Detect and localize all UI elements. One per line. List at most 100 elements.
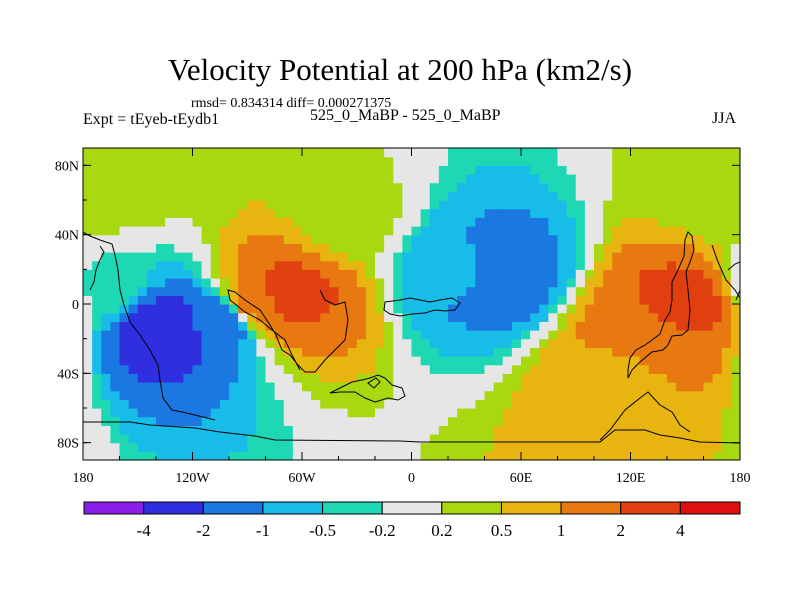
- contour-cell: [384, 252, 394, 262]
- contour-cell: [247, 226, 257, 236]
- contour-cell: [594, 399, 604, 409]
- contour-cell: [484, 200, 495, 210]
- contour-cell: [247, 165, 257, 175]
- contour-cell: [247, 304, 257, 314]
- contour-cell: [475, 182, 486, 192]
- contour-cell: [639, 451, 650, 460]
- contour-cell: [420, 416, 431, 426]
- contour-cell: [621, 234, 632, 244]
- contour-cell: [466, 364, 476, 374]
- contour-cell: [101, 156, 111, 166]
- contour-cell: [156, 148, 166, 158]
- contour-cell: [302, 321, 312, 331]
- contour-cell: [630, 399, 641, 409]
- contour-cell: [484, 148, 495, 158]
- contour-cell: [466, 191, 476, 201]
- contour-cell: [83, 364, 93, 374]
- contour-cell: [265, 295, 276, 305]
- contour-cell: [521, 347, 531, 357]
- contour-cell: [557, 304, 568, 314]
- contour-cell: [457, 156, 467, 166]
- contour-cell: [657, 434, 668, 444]
- contour-cell: [475, 373, 486, 383]
- contour-cell: [229, 260, 239, 270]
- contour-cell: [475, 356, 486, 366]
- contour-cell: [575, 226, 586, 236]
- contour-cell: [548, 347, 559, 357]
- contour-cell: [119, 191, 130, 201]
- contour-cell: [648, 416, 659, 426]
- contour-cell: [411, 191, 422, 201]
- colorbar-swatch: [620, 501, 681, 515]
- contour-cell: [229, 434, 239, 444]
- contour-cell: [648, 217, 659, 227]
- contour-cell: [530, 286, 540, 296]
- contour-cell: [402, 408, 413, 418]
- contour-cell: [165, 442, 175, 452]
- contour-cell: [292, 434, 303, 444]
- contour-cell: [630, 191, 641, 201]
- contour-cell: [630, 148, 641, 158]
- contour-cell: [156, 425, 166, 435]
- colorbar-label: -4: [137, 521, 152, 540]
- contour-cell: [101, 425, 111, 435]
- contour-cell: [676, 451, 686, 460]
- contour-cell: [621, 260, 632, 270]
- contour-cell: [238, 451, 248, 460]
- contour-cell: [575, 312, 586, 322]
- contour-cell: [238, 364, 248, 374]
- contour-cell: [429, 200, 440, 210]
- contour-cell: [721, 347, 732, 357]
- contour-cell: [721, 408, 732, 418]
- contour-cell: [457, 295, 467, 305]
- contour-cell: [539, 330, 549, 340]
- contour-cell: [657, 269, 668, 279]
- contour-cell: [521, 226, 531, 236]
- contour-cell: [174, 286, 184, 296]
- contour-cell: [201, 373, 212, 383]
- contour-cell: [384, 182, 394, 192]
- contour-cell: [384, 356, 394, 366]
- contour-cell: [648, 312, 659, 322]
- contour-cell: [238, 200, 248, 210]
- contour-cell: [320, 174, 330, 184]
- contour-cell: [721, 338, 732, 348]
- contour-cell: [639, 356, 650, 366]
- contour-cell: [530, 295, 540, 305]
- contour-cell: [375, 356, 385, 366]
- contour-cell: [448, 165, 458, 175]
- contour-cell: [274, 165, 285, 175]
- contour-cell: [329, 330, 340, 340]
- contour-cell: [557, 234, 568, 244]
- contour-cell: [511, 208, 522, 218]
- contour-cell: [694, 304, 705, 314]
- contour-cell: [174, 321, 184, 331]
- contour-cell: [183, 234, 194, 244]
- contour-cell: [165, 165, 175, 175]
- contour-cell: [247, 382, 257, 392]
- contour-cell: [475, 191, 486, 201]
- contour-cell: [466, 243, 476, 253]
- contour-cell: [165, 304, 175, 314]
- contour-cell: [146, 434, 157, 444]
- contour-cell: [156, 356, 166, 366]
- contour-cell: [347, 226, 358, 236]
- contour-cell: [530, 148, 540, 158]
- contour-cell: [584, 269, 595, 279]
- contour-cell: [146, 304, 157, 314]
- contour-cell: [101, 148, 111, 158]
- contour-cell: [448, 174, 458, 184]
- contour-cell: [530, 165, 540, 175]
- contour-cell: [292, 442, 303, 452]
- contour-cell: [92, 278, 102, 288]
- contour-cell: [721, 451, 732, 460]
- contour-cell: [438, 165, 449, 175]
- contour-cell: [110, 278, 121, 288]
- contour-cell: [685, 156, 695, 166]
- contour-cell: [539, 312, 549, 322]
- contour-cell: [657, 156, 668, 166]
- contour-cell: [146, 226, 157, 236]
- contour-cell: [192, 382, 203, 392]
- contour-cell: [393, 260, 403, 270]
- contour-cell: [110, 286, 121, 296]
